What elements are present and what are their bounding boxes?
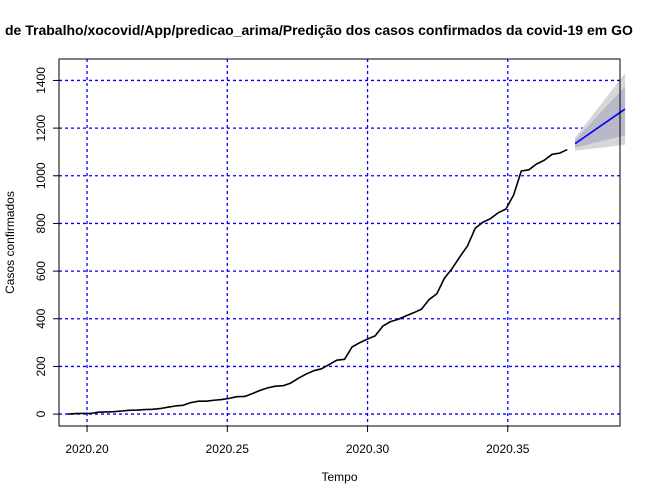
y-axis-label: Casos confirmados bbox=[3, 191, 17, 294]
forecast-interval-80 bbox=[575, 86, 626, 148]
x-tick-label-1: 2020.25 bbox=[206, 442, 250, 456]
x-axis-label: Tempo bbox=[321, 470, 357, 484]
y-tick-label-3: 600 bbox=[34, 261, 48, 281]
forecast-intervals bbox=[575, 73, 626, 151]
plot-frame bbox=[58, 58, 621, 427]
x-axis: 2020.20 2020.25 2020.30 2020.35 bbox=[65, 425, 530, 456]
x-tick-label-2: 2020.30 bbox=[346, 442, 390, 456]
y-tick-label-5: 1000 bbox=[34, 162, 48, 189]
forecast-line bbox=[574, 108, 626, 145]
series-lines bbox=[67, 108, 626, 415]
grid-lines bbox=[59, 59, 620, 426]
y-tick-label-7: 1400 bbox=[34, 67, 48, 94]
y-tick-label-2: 400 bbox=[34, 308, 48, 328]
y-axis: 0 200 400 600 800 1000 1200 1400 bbox=[34, 67, 60, 417]
observed-cases-line bbox=[67, 148, 568, 415]
chart-title: de Trabalho/xocovid/App/predicao_arima/P… bbox=[5, 22, 633, 38]
y-tick-label-0: 0 bbox=[34, 410, 48, 417]
x-tick-label-3: 2020.35 bbox=[486, 442, 530, 456]
y-tick-label-1: 200 bbox=[34, 356, 48, 376]
x-tick-label-0: 2020.20 bbox=[65, 442, 109, 456]
y-tick-label-4: 800 bbox=[34, 213, 48, 233]
y-tick-label-6: 1200 bbox=[34, 114, 48, 141]
